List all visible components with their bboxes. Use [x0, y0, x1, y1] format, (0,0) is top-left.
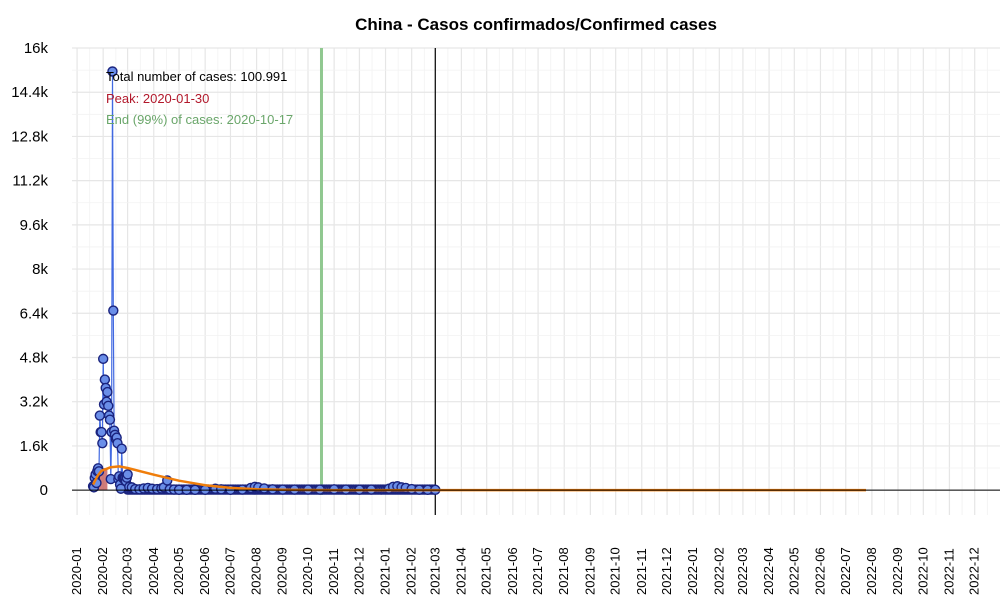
chart-title: China - Casos confirmados/Confirmed case…: [355, 15, 717, 34]
x-tick-label: 2021-07: [530, 547, 545, 595]
annotation-peak: Peak: 2020-01-30: [106, 91, 209, 106]
x-tick-label: 2020-08: [249, 547, 264, 595]
x-tick-label: 2020-12: [351, 547, 366, 595]
x-tick-label: 2021-09: [582, 547, 597, 595]
case-point: [108, 305, 119, 316]
fitted-curve: [91, 465, 866, 492]
x-tick-label: 2022-03: [735, 547, 750, 595]
x-tick-label: 2021-05: [479, 547, 494, 595]
peak-band: [95, 468, 108, 491]
y-tick-label: 14.4k: [11, 84, 48, 101]
x-tick-label: 2022-02: [711, 547, 726, 595]
x-tick-label: 2021-04: [453, 547, 468, 595]
y-tick-label: 8k: [32, 261, 48, 278]
x-tick-label: 2020-10: [300, 547, 315, 595]
series-layer: [87, 66, 866, 496]
case-point: [96, 426, 107, 438]
peak-band-layer: [95, 468, 108, 491]
case-point: [116, 443, 127, 454]
y-tick-label: 4.8k: [20, 349, 49, 366]
x-tick-label: 2020-11: [326, 548, 341, 595]
x-tick-label: 2020-01: [69, 547, 84, 595]
y-tick-label: 6.4k: [20, 305, 49, 322]
x-tick-label: 2022-07: [838, 547, 853, 595]
y-tick-label: 9.6k: [20, 217, 49, 234]
annotation-end: End (99%) of cases: 2020-10-17: [106, 112, 293, 127]
x-tick-label: 2022-05: [786, 547, 801, 595]
x-tick-label: 2021-03: [427, 547, 442, 595]
x-tick-label: 2021-12: [659, 547, 674, 595]
x-tick-label: 2021-08: [556, 547, 571, 595]
annotation-total: Total number of cases: 100.991: [106, 69, 287, 84]
y-tick-label: 0: [40, 482, 48, 499]
reference-lines: [319, 48, 436, 515]
case-point: [97, 437, 108, 449]
case-point: [103, 400, 114, 412]
y-tick-label: 1.6k: [20, 438, 49, 455]
axis-layer: 2020-01 2020-02 2020-03 2020-04 2020-05 2020-…: [11, 40, 1000, 595]
x-tick-label: 2022-11: [941, 548, 956, 595]
y-tick-label: 16k: [24, 40, 49, 57]
y-tick-label: 11.2k: [12, 173, 48, 190]
x-tick-label: 2022-06: [812, 547, 827, 595]
x-tick-label: 2022-12: [967, 547, 982, 595]
x-tick-label: 2022-08: [864, 547, 879, 595]
x-tick-label: 2020-06: [197, 547, 212, 595]
x-tick-label: 2020-02: [95, 547, 110, 595]
daily-cases-line: [92, 71, 436, 491]
x-tick-label: 2021-01: [378, 547, 393, 595]
x-tick-label: 2020-04: [146, 547, 161, 595]
x-tick-label: 2022-10: [915, 547, 930, 595]
x-tick-label: 2021-11: [634, 548, 649, 595]
x-tick-label: 2020-03: [120, 547, 135, 595]
y-tick-label: 12.8k: [11, 128, 48, 145]
case-point: [97, 353, 109, 365]
case-point: [94, 410, 106, 421]
x-tick-label: 2020-05: [171, 547, 186, 595]
case-point: [104, 414, 116, 425]
x-tick-label: 2021-02: [404, 547, 419, 595]
x-tick-label: 2022-01: [685, 547, 700, 595]
x-tick-label: 2022-09: [890, 547, 905, 595]
x-tick-label: 2022-04: [761, 547, 776, 595]
y-tick-label: 3.2k: [20, 394, 49, 411]
case-point: [107, 66, 118, 77]
x-tick-label: 2020-07: [222, 547, 237, 595]
grid-layer: [72, 47, 1000, 515]
case-point: [102, 386, 113, 398]
x-tick-label: 2020-09: [275, 547, 290, 595]
case-point: [99, 374, 111, 385]
case-point: [122, 469, 133, 480]
x-tick-label: 2021-10: [608, 547, 623, 595]
x-tick-label: 2021-06: [505, 547, 520, 595]
